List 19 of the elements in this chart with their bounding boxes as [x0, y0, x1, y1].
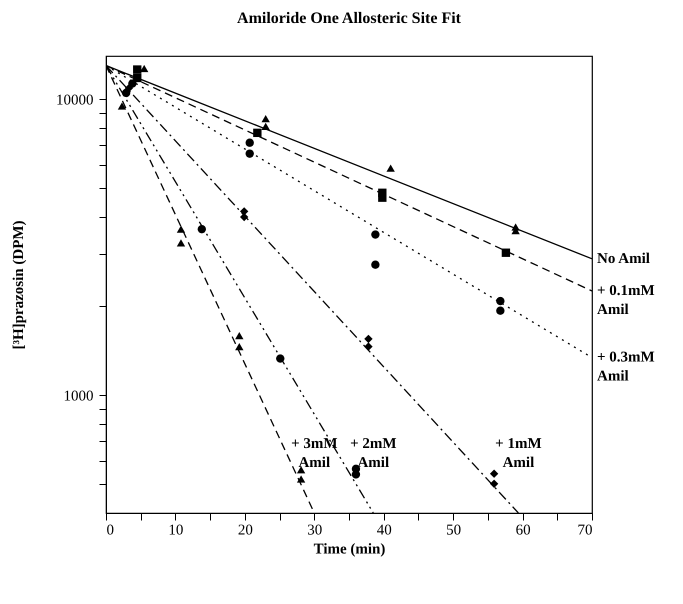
- series-label: No Amil: [597, 250, 650, 267]
- y-tick-label: 10000: [56, 92, 94, 109]
- x-tick-label: 20: [238, 522, 253, 538]
- y-tick-label: 1000: [64, 388, 94, 405]
- chart-title: Amiloride One Allosteric Site Fit: [237, 10, 462, 27]
- series-label: + 1mM Amil: [495, 436, 542, 471]
- x-tick-label: 30: [307, 522, 322, 538]
- x-tick-label: 10: [168, 522, 184, 538]
- series-label: + 2mM Amil: [350, 436, 397, 471]
- x-tick-label: 0: [106, 522, 114, 538]
- x-tick-label: 70: [578, 522, 592, 538]
- series-label: + 0.3mM Amil: [597, 350, 655, 385]
- x-tick-label: 60: [516, 522, 531, 538]
- y-axis-title: [³H]prazosin (DPM): [11, 220, 27, 350]
- x-tick-label: 50: [446, 522, 462, 538]
- x-axis-title: Time (min): [314, 542, 386, 558]
- x-tick-label: 40: [376, 522, 392, 538]
- series-label: + 0.1mM Amil: [597, 282, 655, 318]
- series-label: + 3mM Amil: [291, 436, 338, 471]
